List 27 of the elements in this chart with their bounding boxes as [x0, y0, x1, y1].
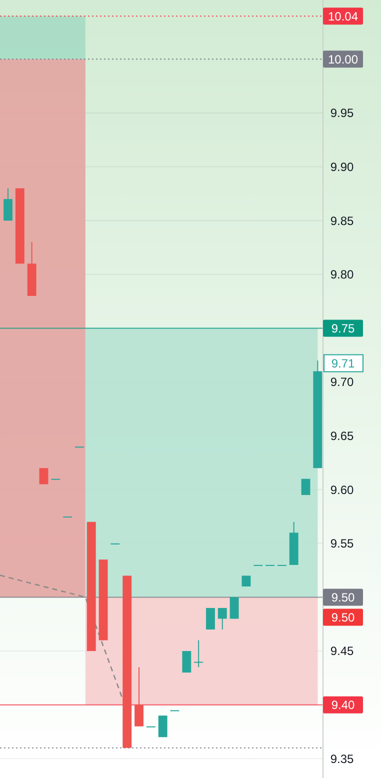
- candlestick: [218, 607, 227, 630]
- ref-line-label: 9.75: [331, 321, 355, 336]
- candlestick: [4, 188, 12, 222]
- y-tick-label: 9.35: [330, 752, 354, 766]
- band-label: 9.50: [331, 610, 355, 624]
- y-tick-label: 9.95: [330, 106, 354, 120]
- candlestick: [158, 715, 168, 738]
- candlestick: [39, 468, 48, 485]
- y-tick-label: 9.80: [330, 268, 354, 282]
- candlestick: [182, 650, 192, 674]
- y-tick-label: 9.90: [330, 160, 354, 174]
- y-tick-label: 9.55: [330, 536, 354, 551]
- text: 9.71: [331, 356, 355, 370]
- ref-line-label: 9.40: [331, 698, 355, 712]
- candlestick: [242, 575, 251, 587]
- candlestick: [301, 478, 310, 496]
- ref-line-label: 10.04: [328, 9, 358, 24]
- y-tick-label: 9.60: [330, 482, 354, 497]
- y-tick-label: 9.45: [330, 644, 354, 658]
- y-tick-label: 9.85: [330, 214, 354, 228]
- y-tick-label: 9.70: [330, 375, 354, 390]
- candlestick: [134, 666, 144, 727]
- candlestick: [194, 640, 204, 668]
- y-tick-label: 9.65: [330, 429, 354, 444]
- candlestick: [230, 596, 239, 620]
- ref-line-label: 10.00: [328, 52, 358, 66]
- ref-line-label: 9.50: [331, 590, 355, 604]
